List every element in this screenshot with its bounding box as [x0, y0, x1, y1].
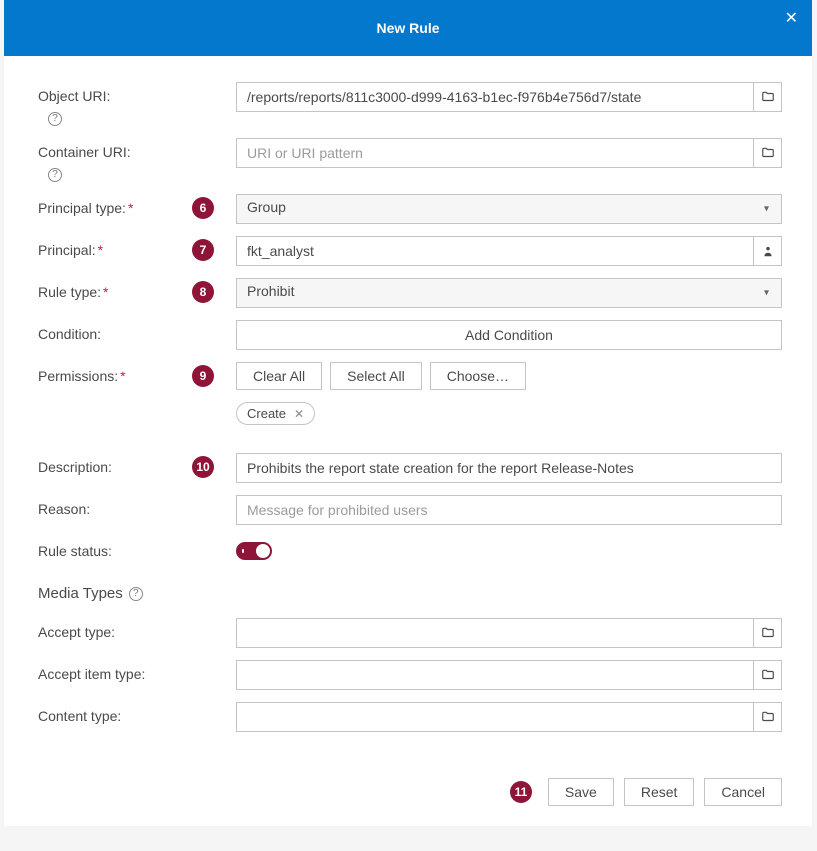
dialog-body: Object URI: ? Container URI: ? — [4, 56, 812, 754]
container-uri-input[interactable] — [236, 138, 754, 168]
select-all-button[interactable]: Select All — [330, 362, 422, 390]
content-type-label: Content type: — [38, 708, 121, 724]
accept-type-input[interactable] — [236, 618, 754, 648]
rule-status-toggle[interactable] — [236, 542, 272, 560]
reason-label: Reason: — [38, 501, 90, 517]
permissions-label: Permissions: — [38, 368, 118, 384]
step-badge-8: 8 — [192, 281, 214, 303]
reason-input[interactable] — [236, 495, 782, 525]
dialog-title: New Rule — [376, 20, 439, 36]
principal-input[interactable] — [236, 236, 754, 266]
accept-item-type-label: Accept item type: — [38, 666, 145, 682]
help-icon[interactable]: ? — [48, 112, 62, 126]
new-rule-dialog: New Rule ✕ Object URI: ? Container URI: — [4, 0, 812, 826]
folder-icon[interactable] — [754, 618, 782, 648]
folder-icon[interactable] — [754, 82, 782, 112]
rule-type-select[interactable]: Prohibit ▾ — [236, 278, 782, 308]
accept-type-label: Accept type: — [38, 624, 115, 640]
step-badge-10: 10 — [192, 456, 214, 478]
chip-remove-icon[interactable]: ✕ — [294, 407, 304, 421]
description-input[interactable] — [236, 453, 782, 483]
dialog-header: New Rule ✕ — [4, 0, 812, 56]
principal-type-label: Principal type: — [38, 200, 126, 216]
step-badge-7: 7 — [192, 239, 214, 261]
chevron-down-icon: ▾ — [764, 288, 769, 299]
rule-status-label: Rule status: — [38, 543, 112, 559]
permission-chip: Create ✕ — [236, 402, 315, 425]
principal-type-value: Group — [247, 199, 286, 215]
rule-type-value: Prohibit — [247, 283, 294, 299]
object-uri-label: Object URI: — [38, 88, 110, 104]
description-label: Description: — [38, 459, 112, 475]
rule-type-label: Rule type: — [38, 284, 101, 300]
close-icon[interactable]: ✕ — [785, 8, 798, 28]
folder-icon[interactable] — [754, 702, 782, 732]
cancel-button[interactable]: Cancel — [704, 778, 782, 806]
clear-all-button[interactable]: Clear All — [236, 362, 322, 390]
step-badge-9: 9 — [192, 365, 214, 387]
save-button[interactable]: Save — [548, 778, 614, 806]
object-uri-input[interactable] — [236, 82, 754, 112]
permission-chip-label: Create — [247, 406, 286, 421]
principal-label: Principal: — [38, 242, 96, 258]
condition-label: Condition: — [38, 326, 101, 342]
chevron-down-icon: ▾ — [764, 204, 769, 215]
container-uri-label: Container URI: — [38, 144, 131, 160]
add-condition-button[interactable]: Add Condition — [236, 320, 782, 350]
step-badge-6: 6 — [192, 197, 214, 219]
reset-button[interactable]: Reset — [624, 778, 695, 806]
step-badge-11: 11 — [510, 781, 532, 803]
folder-icon[interactable] — [754, 660, 782, 690]
choose-button[interactable]: Choose… — [430, 362, 526, 390]
principal-type-select[interactable]: Group ▾ — [236, 194, 782, 224]
folder-icon[interactable] — [754, 138, 782, 168]
user-icon[interactable] — [754, 236, 782, 266]
help-icon[interactable]: ? — [129, 587, 143, 601]
media-types-heading: Media Types ? — [38, 585, 782, 602]
accept-item-type-input[interactable] — [236, 660, 754, 690]
help-icon[interactable]: ? — [48, 168, 62, 182]
dialog-footer: 11 Save Reset Cancel — [4, 754, 812, 826]
content-type-input[interactable] — [236, 702, 754, 732]
